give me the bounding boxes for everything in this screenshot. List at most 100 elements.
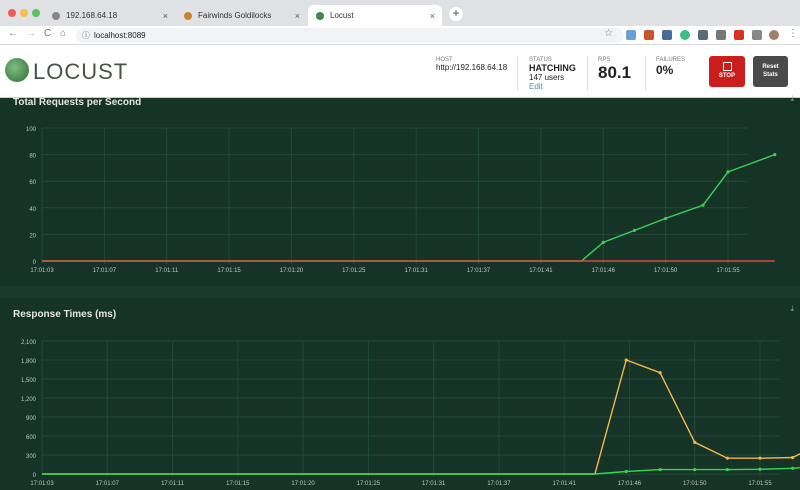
extension-icon[interactable] (680, 30, 690, 40)
y-tick-label: 60 (29, 180, 36, 186)
tab-192[interactable]: 192.168.64.18 × (44, 5, 175, 26)
y-tick-label: 2,100 (21, 340, 37, 346)
edit-link[interactable]: Edit (529, 82, 543, 91)
extension-icon[interactable] (716, 30, 726, 40)
back-icon[interactable]: ← (8, 28, 18, 39)
y-tick-label: 80 (29, 154, 36, 160)
rps-chart-panel: Total Requests per Second ⤓ 0 20 40 60 80 100… (0, 94, 800, 286)
status-value: HATCHING (529, 63, 576, 73)
failures-stat: FAILURES 0% (656, 57, 685, 77)
y-tick-label: 1,800 (21, 359, 37, 365)
x-tick-label: 17:01:20 (291, 481, 315, 487)
host-value: http://192.168.64.18 (436, 63, 508, 72)
x-tick-label: 17:01:07 (93, 268, 117, 274)
browser-menu-icon[interactable]: ⋮ (788, 28, 798, 39)
data-point (725, 467, 729, 472)
y-tick-label: 900 (26, 416, 37, 422)
data-point (693, 467, 697, 472)
charts-area: Total Requests per Second ⤓ 0 20 40 60 80 100… (0, 94, 800, 490)
rps-stat: RPS 80.1 (598, 57, 631, 83)
address-bar[interactable]: ⓘ localhost:8089 (76, 28, 624, 43)
tab-fairwinds-goldilocks[interactable]: Fairwinds Goldilocks × (176, 5, 307, 26)
reload-icon[interactable]: C (44, 28, 52, 39)
response-times-chart-panel: Response Times (ms) ⤓ 0 300 600 900 1,200 1,5… (0, 298, 800, 490)
status-label: STATUS (529, 57, 552, 63)
data-point (624, 469, 628, 474)
forward-icon[interactable]: → (26, 28, 36, 39)
tab-locust[interactable]: Locust × (308, 5, 442, 26)
data-point (758, 467, 762, 471)
stop-button[interactable]: STOP (709, 56, 745, 87)
x-tick-label: 17:01:15 (217, 268, 241, 274)
x-tick-label: 17:01:50 (683, 481, 707, 487)
data-point (658, 371, 662, 375)
x-tick-label: 17:01:25 (342, 268, 366, 274)
data-point (664, 216, 668, 221)
close-tab-icon[interactable]: × (162, 11, 168, 21)
locust-header: LOCUST HOST http://192.168.64.18 STATUS … (0, 46, 800, 98)
data-point (791, 455, 795, 460)
minimize-window-button[interactable] (20, 9, 28, 17)
extension-icon[interactable] (698, 30, 708, 40)
data-point (726, 170, 730, 174)
x-tick-label: 17:01:11 (155, 268, 179, 274)
y-tick-label: 20 (29, 233, 36, 239)
browser-tab-strip: 192.168.64.18 × Fairwinds Goldilocks × L… (0, 0, 800, 26)
y-tick-label: 600 (26, 435, 37, 441)
status-stat: STATUS HATCHING 147 users Edit (529, 57, 576, 91)
globe-icon (52, 11, 60, 20)
close-window-button[interactable] (8, 9, 16, 17)
data-point (725, 456, 729, 460)
browser-toolbar: ← → C ⌂ ⓘ localhost:8089 ☆ ⋮ (0, 26, 800, 45)
close-tab-icon[interactable]: × (294, 11, 300, 21)
users-count: 147 users (529, 73, 565, 82)
profile-avatar[interactable] (769, 30, 779, 40)
x-tick-label: 17:01:37 (487, 481, 511, 487)
divider (517, 56, 518, 90)
maximize-window-button[interactable] (32, 9, 40, 17)
tab-title: 192.168.64.18 (66, 11, 118, 20)
x-tick-label: 17:01:31 (422, 481, 446, 487)
data-point (601, 240, 605, 244)
x-tick-label: 17:01:15 (226, 481, 250, 487)
extension-icon[interactable] (734, 30, 744, 40)
host-stat: HOST http://192.168.64.18 (436, 57, 507, 72)
data-point (658, 467, 662, 472)
response-times-chart: 0 300 600 900 1,200 1,500 1,800 2,100 17:01:03 17… (21, 340, 800, 487)
home-icon[interactable]: ⌂ (60, 28, 67, 39)
x-tick-label: 17:01:55 (748, 481, 772, 487)
x-tick-label: 17:01:55 (716, 268, 740, 274)
reset-stats-button[interactable]: Reset Stats (753, 56, 788, 87)
tab-title: Fairwinds Goldilocks (198, 11, 272, 20)
chart-title: Total Requests per Second (13, 97, 142, 108)
goldilocks-icon (184, 11, 192, 20)
extension-icon[interactable] (644, 30, 654, 40)
divider (587, 56, 588, 90)
close-tab-icon[interactable]: × (429, 11, 435, 21)
download-icon[interactable]: ⤓ (790, 304, 794, 313)
download-icon[interactable]: ⤓ (790, 94, 794, 103)
bookmark-star-icon[interactable]: ☆ (604, 28, 613, 39)
logo-text: LOCUST (33, 59, 129, 84)
y-tick-label: 1,500 (21, 378, 37, 384)
url-text: localhost:8089 (94, 31, 146, 40)
x-tick-label: 17:01:46 (618, 481, 642, 487)
info-icon: ⓘ (82, 31, 90, 40)
extension-icon[interactable] (662, 30, 672, 40)
extension-icon[interactable] (626, 30, 636, 40)
rps-value: 80.1 (598, 63, 632, 82)
locust-icon (316, 11, 324, 20)
stats-label: Stats (763, 72, 778, 78)
rps-chart: 0 20 40 60 80 100 17:01:03 17:01:07 17:01:11 17:0… (26, 127, 777, 274)
data-point (624, 358, 628, 362)
x-tick-label: 17:01:07 (96, 481, 120, 487)
tab-title: Locust (330, 11, 354, 20)
x-tick-label: 17:01:37 (467, 268, 491, 274)
new-tab-button[interactable]: + (449, 7, 463, 21)
x-tick-label: 17:01:41 (553, 481, 577, 487)
locust-logo-icon (5, 58, 29, 82)
data-point (693, 440, 697, 444)
x-tick-label: 17:01:31 (405, 268, 429, 274)
extension-icon[interactable] (752, 30, 762, 40)
data-point (791, 466, 795, 470)
